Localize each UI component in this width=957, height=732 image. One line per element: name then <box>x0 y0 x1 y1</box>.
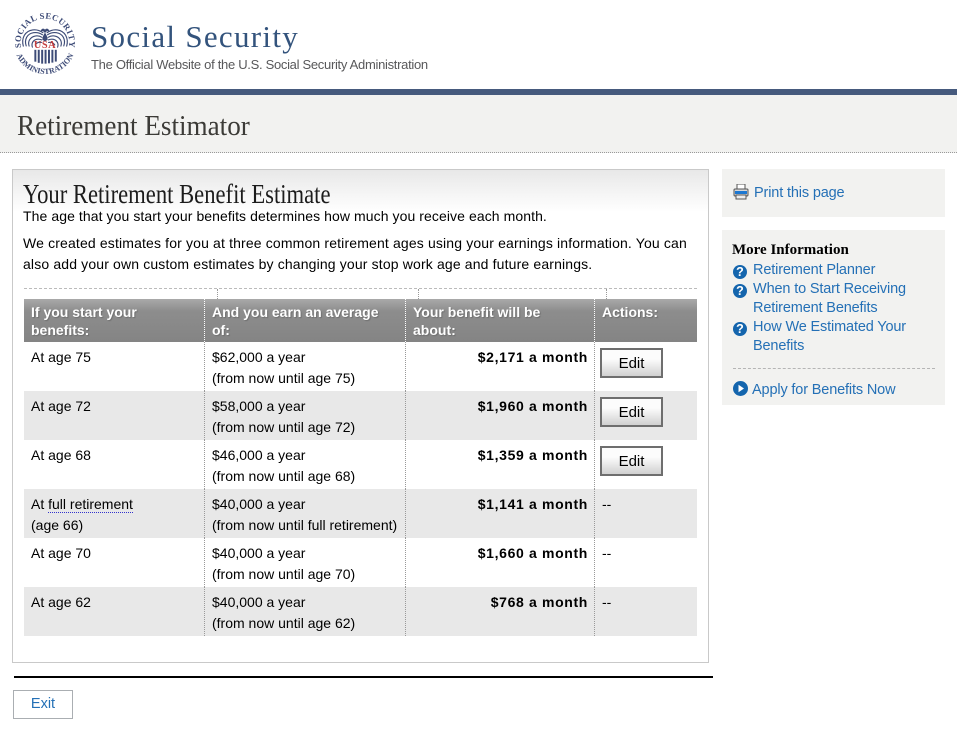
svg-text:USA: USA <box>34 40 56 51</box>
